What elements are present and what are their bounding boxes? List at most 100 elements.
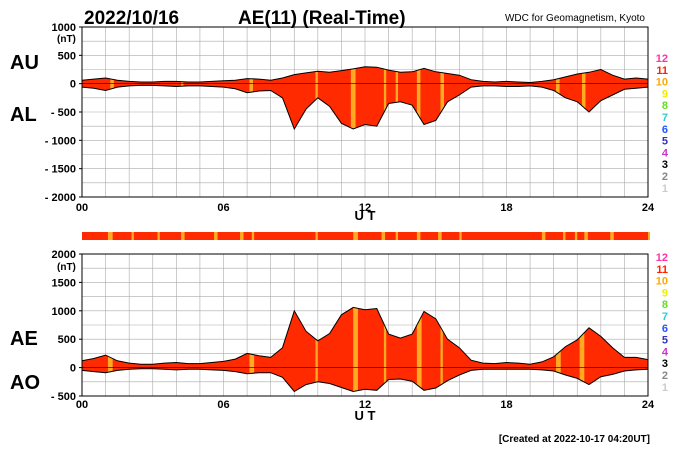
station-bar-band bbox=[214, 232, 218, 240]
top-x-ticks: 00 06 12 18 24 bbox=[76, 202, 655, 214]
top-series bbox=[81, 66, 649, 131]
bot-legend-level: 2 bbox=[662, 370, 668, 382]
date-title: 2022/10/16 bbox=[84, 8, 179, 29]
top-highlight-band bbox=[395, 66, 399, 129]
station-bar-band bbox=[240, 232, 244, 240]
top-highlight-band bbox=[416, 66, 421, 129]
series-line-au bbox=[81, 66, 649, 84]
top-highlight-band bbox=[315, 66, 318, 129]
top-xtick-label: 18 bbox=[500, 202, 512, 214]
top-y-ticks: 1000 500 0 - 500 - 1000 - 1500 - 2000 bbox=[45, 22, 82, 204]
bot-ytick-label: 1000 bbox=[52, 306, 76, 318]
bot-legend-level: 3 bbox=[662, 358, 668, 370]
top-ytick-label: 1000 bbox=[52, 22, 76, 34]
au-label: AU bbox=[10, 52, 39, 74]
station-bar-band bbox=[131, 232, 134, 240]
station-bar-band bbox=[107, 232, 113, 240]
bot-legend-level: 1 bbox=[662, 382, 668, 394]
bot-xtick-label: 00 bbox=[76, 399, 88, 411]
bot-highlight-band bbox=[416, 307, 422, 392]
bottom-unit-label: (nT) bbox=[57, 262, 76, 273]
bot-ytick-label: 1500 bbox=[52, 277, 76, 289]
top-ytick-label: - 500 bbox=[51, 107, 76, 119]
top-legend-level: 8 bbox=[662, 100, 668, 112]
top-xtick-label: 24 bbox=[642, 202, 655, 214]
station-count-bar bbox=[82, 232, 650, 240]
station-bar-band bbox=[563, 232, 566, 240]
bot-xtick-label: 06 bbox=[217, 399, 229, 411]
bot-ytick-label: 2000 bbox=[52, 249, 76, 261]
station-bar-fill bbox=[82, 232, 648, 240]
station-bar-band bbox=[353, 232, 358, 240]
series-line-al bbox=[81, 84, 649, 131]
top-highlight-band bbox=[350, 66, 356, 129]
station-bar-band bbox=[648, 232, 650, 240]
bottom-x-axis-label: U T bbox=[355, 408, 376, 423]
ao-label: AO bbox=[10, 372, 40, 394]
bot-highlight-band bbox=[315, 307, 318, 392]
station-bar-band bbox=[381, 232, 386, 240]
station-bar-band bbox=[251, 232, 255, 240]
top-xtick-label: 00 bbox=[76, 202, 88, 214]
bot-legend-level: 7 bbox=[662, 311, 668, 323]
top-legend-level: 11 bbox=[656, 65, 668, 77]
series-line-ao bbox=[81, 368, 649, 393]
station-bar-band bbox=[315, 232, 318, 240]
bot-legend-level: 10 bbox=[656, 276, 668, 288]
top-ytick-label: - 1000 bbox=[45, 135, 76, 147]
bot-highlight-band bbox=[383, 307, 387, 392]
series-line-ae bbox=[81, 306, 649, 365]
bottom-y-ticks: 2000 1500 1000 500 0 - 500 bbox=[51, 249, 82, 403]
top-legend-level: 10 bbox=[656, 77, 668, 89]
bot-highlight-band bbox=[353, 307, 358, 392]
top-legend-level: 4 bbox=[662, 147, 669, 159]
station-bar-band bbox=[610, 232, 614, 240]
top-ytick-label: - 1500 bbox=[45, 164, 76, 176]
top-unit-label: (nT) bbox=[57, 34, 76, 45]
station-bar-band bbox=[541, 232, 546, 240]
bot-legend-level: 6 bbox=[662, 323, 668, 335]
bot-area-fill bbox=[82, 307, 648, 392]
top-x-axis-label: U T bbox=[355, 208, 376, 223]
station-bar-band bbox=[438, 232, 442, 240]
top-ytick-label: 0 bbox=[70, 79, 76, 91]
top-xtick-label: 06 bbox=[217, 202, 229, 214]
bot-ytick-label: 500 bbox=[58, 334, 76, 346]
bot-highlight-band bbox=[579, 307, 585, 392]
top-highlight-band bbox=[440, 66, 445, 129]
station-bar-band bbox=[181, 232, 185, 240]
bot-ytick-label: - 500 bbox=[51, 391, 76, 403]
bottom-x-ticks: 00 06 12 18 24 bbox=[76, 399, 655, 411]
top-area-fill bbox=[82, 66, 648, 129]
top-ytick-label: 500 bbox=[58, 50, 76, 62]
bot-legend-level: 11 bbox=[656, 264, 668, 276]
source-label: WDC for Geomagnetism, Kyoto bbox=[505, 13, 645, 24]
bot-xtick-label: 24 bbox=[642, 399, 655, 411]
station-bar-band bbox=[584, 232, 588, 240]
top-highlight-band bbox=[383, 66, 387, 129]
top-legend-level: 3 bbox=[662, 159, 668, 171]
top-ytick-label: - 2000 bbox=[45, 192, 76, 204]
top-legend-level: 5 bbox=[662, 136, 668, 148]
created-timestamp: [Created at 2022-10-17 04:20UT] bbox=[499, 434, 650, 445]
bot-highlight-band bbox=[440, 307, 443, 392]
station-bar-band bbox=[416, 232, 421, 240]
bottom-plot-frame bbox=[81, 253, 649, 397]
top-legend-level: 6 bbox=[662, 124, 668, 136]
station-bar-band bbox=[395, 232, 399, 240]
top-legend-level: 12 bbox=[656, 53, 668, 65]
bot-legend-level: 8 bbox=[662, 299, 668, 311]
top-legend-level: 2 bbox=[662, 171, 668, 183]
al-label: AL bbox=[10, 104, 37, 126]
ae-label: AE bbox=[10, 328, 38, 350]
bot-xtick-label: 12 bbox=[359, 399, 371, 411]
bot-legend-level: 9 bbox=[662, 287, 668, 299]
bot-xtick-label: 18 bbox=[500, 399, 512, 411]
station-bar-band bbox=[459, 232, 462, 240]
top-legend-level: 9 bbox=[662, 88, 668, 100]
